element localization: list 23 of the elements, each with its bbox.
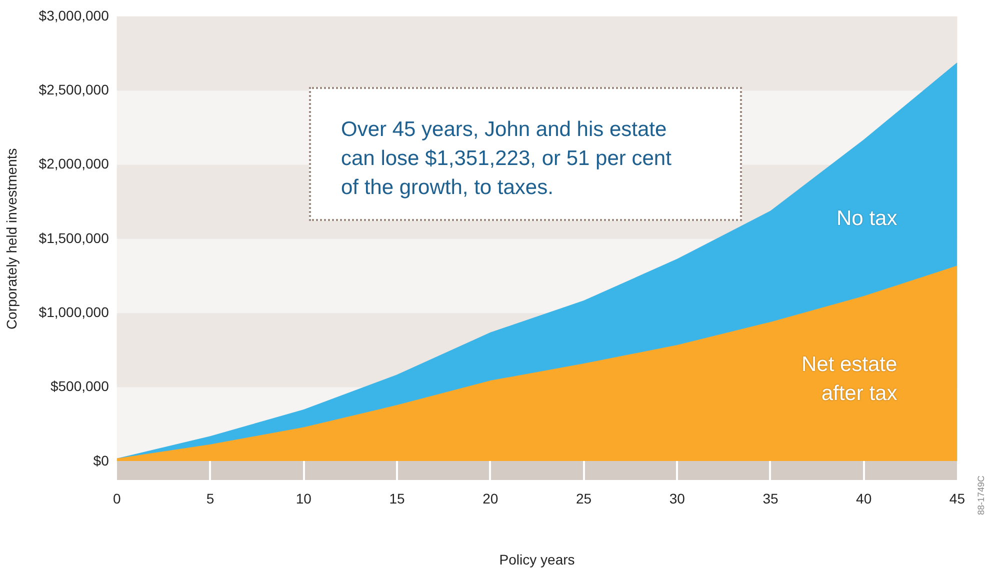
callout-box: Over 45 years, John and his estate can lose $1,351,223, or 51 per cent of the growth, to taxes. bbox=[309, 87, 742, 221]
y-tick-label: $2,000,000 bbox=[38, 156, 110, 172]
y-tick-label: $500,000 bbox=[50, 378, 110, 394]
x-tick-label: 25 bbox=[576, 490, 592, 507]
y-tick-label: $3,000,000 bbox=[38, 7, 110, 24]
x-tick-label: 40 bbox=[856, 490, 872, 507]
x-tick-label: 15 bbox=[389, 490, 405, 507]
x-tick-label: 30 bbox=[669, 490, 686, 507]
x-tick-label: 10 bbox=[296, 490, 312, 507]
y-tick-label: $1,500,000 bbox=[38, 230, 110, 246]
series-label: Net estate after tax bbox=[801, 353, 898, 406]
x-tick-label: 0 bbox=[112, 490, 121, 507]
x-tick-label: 35 bbox=[762, 490, 778, 507]
x-tick-label: 5 bbox=[206, 490, 214, 507]
y-tick-label: $1,000,000 bbox=[38, 304, 110, 320]
y-tick-label: $0 bbox=[93, 452, 110, 468]
y-axis-title: Corporately held investments bbox=[3, 148, 20, 330]
x-tick-label: 20 bbox=[482, 490, 498, 507]
x-tick-label: 45 bbox=[949, 490, 966, 507]
series-label: No tax bbox=[836, 206, 898, 230]
y-tick-label: $2,500,000 bbox=[38, 81, 110, 98]
text: 88-1749C bbox=[976, 475, 986, 515]
x-axis-title: Policy years bbox=[499, 551, 575, 568]
